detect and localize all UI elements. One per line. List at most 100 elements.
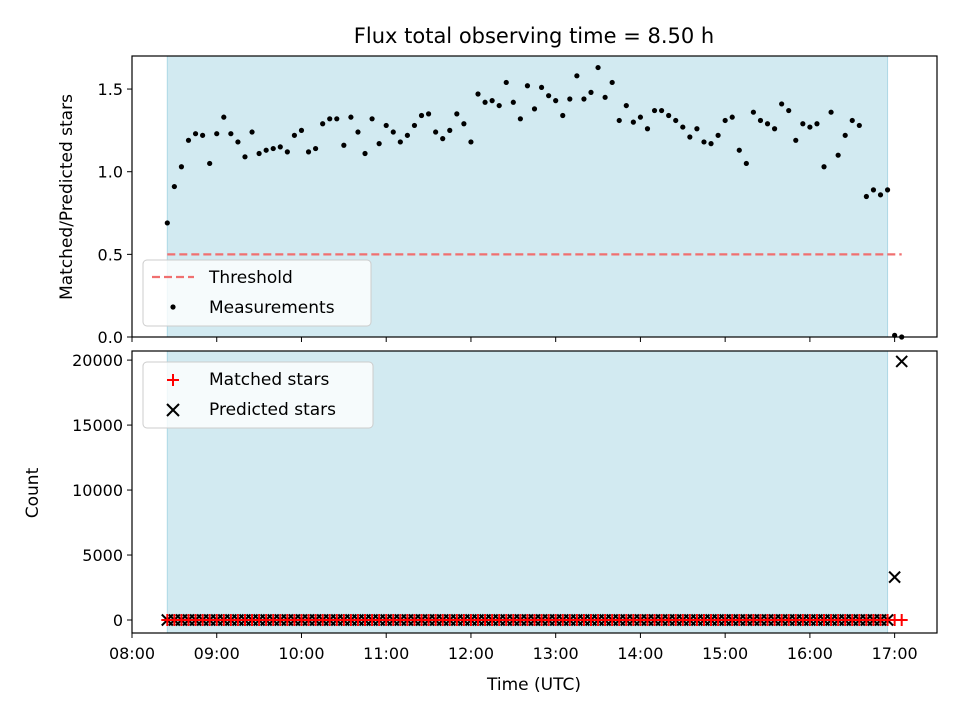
measurement-point-10 [235,139,241,145]
bottom-ytick-label-4: 20000 [72,351,123,370]
measurement-point-9 [228,131,234,137]
measurement-point-65 [623,102,629,109]
measurement-point-16 [277,144,283,150]
measurement-point-51 [524,83,531,89]
top-ytick-label-1: 0.5 [98,245,123,264]
measurement-point-6 [207,160,213,167]
measurement-point-47 [496,102,502,109]
measurement-point-64 [616,117,622,124]
measurement-point-97 [849,117,855,124]
xtick-label-2: 10:00 [278,644,324,663]
measurement-point-21 [312,145,319,152]
measurement-point-4 [192,131,199,137]
chart-title: Flux total observing time = 8.50 h [354,24,714,48]
measurement-point-41 [454,111,460,117]
measurement-point-60 [588,89,594,95]
measurement-point-92 [814,121,820,127]
measurement-point-78 [715,132,721,138]
measurement-point-98 [856,122,862,129]
measurement-point-13 [256,150,262,157]
legend-measurements-swatch [170,304,176,310]
measurement-point-40 [447,127,453,133]
measurement-point-89 [793,137,799,143]
matched-point-104 [895,614,908,627]
top-ytick-label-2: 1.0 [98,163,123,182]
top-legend: Threshold Measurements [142,259,372,327]
measurement-point-74 [687,134,693,140]
measurement-point-12 [249,129,255,135]
measurement-point-49 [510,99,516,105]
measurement-point-22 [320,121,326,127]
measurement-point-30 [376,141,382,147]
measurement-point-61 [595,64,601,71]
measurement-point-83 [750,109,757,115]
measurement-point-84 [757,117,764,124]
bottom-panel: 0 5000 10000 15000 20000 08:00 09:00 10:00 11:0… [23,350,938,695]
measurement-point-24 [334,116,340,122]
measurement-point-58 [574,73,580,79]
xtick-label-9: 17:00 [872,644,918,663]
measurement-point-90 [800,121,806,127]
xtick-label-1: 09:00 [194,644,240,663]
measurement-point-70 [659,107,665,114]
measurement-point-101 [877,192,884,198]
bottom-plot-frame [131,350,938,634]
measurement-point-57 [567,96,573,102]
measurement-point-79 [722,117,728,124]
measurement-point-71 [666,112,672,119]
measurement-point-25 [341,142,347,148]
measurement-point-102 [884,187,891,193]
measurement-point-59 [581,96,587,102]
measurement-point-2 [178,164,185,170]
xtick-label-0: 08:00 [109,644,155,663]
xtick-label-3: 11:00 [363,644,409,663]
measurement-point-55 [553,98,559,104]
bottom-ytick-label-3: 15000 [72,416,123,435]
measurement-point-18 [291,132,298,138]
legend-matched-swatch [167,374,179,386]
measurement-point-56 [560,112,566,119]
measurement-point-67 [637,114,644,120]
measurement-point-76 [701,139,707,145]
measurement-point-54 [546,93,552,99]
measurement-point-1 [171,183,177,190]
predicted-point-104 [895,355,908,368]
legend-predicted-label: Predicted stars [209,400,336,420]
measurement-point-81 [736,147,742,153]
top-legend-box [142,259,372,327]
measurement-point-23 [327,116,333,122]
measurement-point-27 [355,129,361,135]
measurement-point-43 [468,139,474,145]
measurement-point-69 [651,107,658,114]
measurement-point-37 [425,111,432,117]
xtick-label-6: 14:00 [617,644,663,663]
measurement-point-77 [708,141,714,147]
measurement-point-82 [743,160,749,167]
measurement-point-63 [609,79,615,86]
measurement-point-5 [200,132,206,138]
xtick-label-4: 12:00 [448,644,494,663]
measurement-point-95 [835,152,841,158]
measurement-point-72 [673,117,679,124]
measurement-point-26 [348,114,354,120]
measurement-point-96 [842,132,848,138]
measurement-point-44 [475,91,481,97]
measurement-point-68 [644,126,651,132]
measurement-point-48 [503,79,509,86]
measurement-point-88 [786,107,792,114]
top-plot-frame [131,55,938,338]
measurement-point-100 [870,187,877,193]
measurement-point-14 [263,147,269,153]
measurement-point-38 [433,129,439,135]
legend-threshold-label: Threshold [208,268,293,288]
bottom-y-axis-label: Count [23,467,43,518]
measurement-point-20 [305,149,312,155]
bottom-legend: Matched stars Predicted stars [142,361,374,429]
measurement-point-93 [821,164,827,170]
legend-measurements-label: Measurements [209,298,335,318]
x-axis-label: Time (UTC) [486,675,581,695]
measurement-point-73 [680,124,686,130]
predicted-point-103 [888,570,901,584]
measurement-point-34 [404,132,410,138]
